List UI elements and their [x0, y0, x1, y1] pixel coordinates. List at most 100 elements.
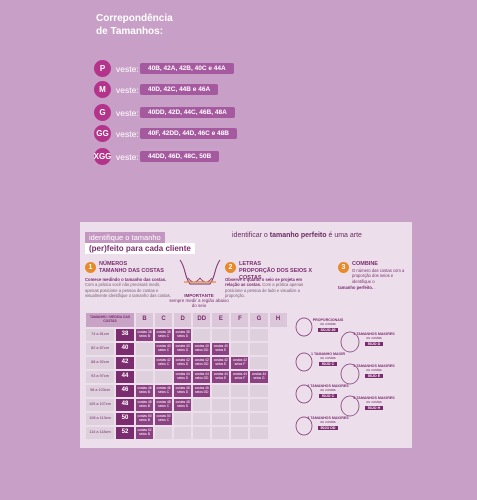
- diagram-pill: 50JO H: [364, 405, 384, 410]
- size-cell: costas 50 seios C: [154, 412, 174, 426]
- size-fits: 40F, 42DD, 44D, 46C e 48B: [140, 128, 237, 139]
- size-cell: costas 40 seios E: [211, 342, 231, 356]
- column-header: C: [154, 312, 174, 328]
- step-subtitle: TAMANHO DAS COSTAS: [99, 268, 164, 274]
- size-badge: G: [94, 104, 111, 121]
- diagram-label: 6 TAMANHOS MAIORES: [353, 396, 395, 400]
- row-band: 42: [115, 356, 135, 370]
- size-fits: 40DD, 42D, 44C, 46B, 48A: [140, 107, 235, 118]
- size-badge: GG: [94, 125, 111, 142]
- size-cell: costas 38 seios C: [154, 328, 174, 342]
- diagram-sub: ou costas: [320, 322, 336, 327]
- size-cell: [154, 370, 174, 384]
- diagram-sub: ou costas: [320, 420, 336, 425]
- size-label: veste:: [116, 85, 139, 95]
- step-subtitle: O número das costas com a proporção dos …: [352, 268, 405, 284]
- important-note: IMPORTANTE sempre medir a região abaixo d…: [168, 293, 230, 308]
- diagram-label: PROPORCIONAIS: [312, 318, 344, 322]
- column-header: D: [173, 312, 193, 328]
- step-text: Observe o quanto o seio se projeta em re…: [225, 277, 313, 298]
- step-number: 2: [225, 262, 236, 273]
- row-band: 52: [115, 426, 135, 440]
- size-cell: [192, 398, 212, 412]
- size-fits: 40B, 42A, 42B, 40C e 44A: [140, 63, 234, 74]
- size-cell: costas 48 seios B: [135, 398, 155, 412]
- column-header: B: [135, 312, 155, 328]
- diagram-item: 1 TAMANHO MAIOR ou costas 50JO C: [306, 352, 350, 366]
- size-cell: [249, 426, 269, 440]
- size-cell: costas 40 seios D: [173, 342, 193, 356]
- step-text-bold: tamanho perfeito.: [338, 285, 374, 290]
- size-cell: costas 46 seios B: [135, 384, 155, 398]
- size-cell: costas 52 seios B: [135, 426, 155, 440]
- size-cell: [192, 328, 212, 342]
- step-number: 3: [338, 262, 349, 273]
- step-text: tamanho perfeito. .: [338, 285, 408, 290]
- size-label: veste:: [116, 152, 139, 162]
- size-cell: costas 42 seios E: [211, 356, 231, 370]
- size-cell: [249, 412, 269, 426]
- step-text-bold: Observe o quanto o seio se projeta em re…: [225, 277, 303, 288]
- body-outline: [179, 259, 221, 285]
- size-label: veste:: [116, 64, 139, 74]
- size-cell: costas 38 seios B: [135, 328, 155, 342]
- heading: identifique o tamanho: [85, 232, 165, 243]
- size-cell: costas 44 seios G: [249, 370, 269, 384]
- tagline-text: é uma arte: [326, 232, 362, 239]
- size-cell: [173, 426, 193, 440]
- size-cell: costas 46 seios DD: [192, 384, 212, 398]
- size-cell: costas 44 seios E: [211, 370, 231, 384]
- row-band: 50: [115, 412, 135, 426]
- row-band: 48: [115, 398, 135, 412]
- size-cell: [135, 342, 155, 356]
- size-cell: costas 42 seios F: [230, 356, 250, 370]
- diagram-label: 1 TAMANHO MAIOR: [310, 352, 346, 356]
- size-cell: costas 44 seios D: [173, 370, 193, 384]
- figures: [295, 317, 360, 436]
- size-cell: costas 38 seios D: [173, 328, 193, 342]
- size-badge: XGG: [94, 148, 111, 165]
- diagram-item: PROPORCIONAIS ou costas SOJO 40: [306, 318, 350, 332]
- size-cell: [211, 398, 231, 412]
- row-band: 40: [115, 342, 135, 356]
- step-text: Com a prática apenas posicione a pessoa …: [225, 282, 304, 298]
- step-title: COMBINE: [352, 261, 378, 267]
- size-cell: [249, 342, 269, 356]
- size-cell: [154, 426, 174, 440]
- diagram-label: 2 TAMANHOS MAIORES: [307, 384, 349, 388]
- size-label: veste:: [116, 108, 139, 118]
- diagram-item: 6 TAMANHOS MAIORES ou costas 50JO H: [352, 396, 396, 410]
- row-measure: 93 a 97cm: [85, 370, 115, 384]
- important-text: sempre medir a região abaixo do seio: [169, 298, 229, 308]
- diagram-item: 5 TAMANHOS MAIORES ou costas 50JO E: [352, 364, 396, 378]
- diagram-pill: 50JO D: [364, 341, 384, 346]
- title: Correpondência de Tamanhos:: [96, 13, 173, 37]
- size-cell: costas 46 seios C: [154, 384, 174, 398]
- step-text: Comece medindo o tamanho das costas. Com…: [85, 277, 173, 298]
- diagram-pill: SOJO 40: [317, 327, 339, 332]
- diagram-pill: 50JO E: [364, 373, 384, 378]
- diagram-sub: ou costas: [366, 368, 382, 373]
- column-header: G: [249, 312, 269, 328]
- diagram-pill: 50JO DD: [317, 425, 339, 430]
- step-subtitle: PROPORÇÃO DOS SEIOS X COSTAS: [239, 268, 313, 281]
- row-measure: 82 a 87cm: [85, 342, 115, 356]
- row-measure: 74 a 81cm: [85, 328, 115, 342]
- size-fits: 44DD, 46D, 48C, 50B: [140, 151, 220, 162]
- size-cell: [249, 398, 269, 412]
- column-header: DD: [192, 312, 212, 328]
- tagline-text: identificar o: [232, 232, 270, 239]
- diagram-label: 5 TAMANHOS MAIORES: [353, 364, 395, 368]
- size-cell: costas 42 seios D: [173, 356, 193, 370]
- size-cell: costas 44 seios F: [230, 370, 250, 384]
- size-cell: [230, 398, 250, 412]
- tagline-bold: tamanho perfeito: [269, 232, 327, 239]
- row-band: 46: [115, 384, 135, 398]
- step-text: .: [374, 285, 376, 290]
- row-measure: 88 a 92cm: [85, 356, 115, 370]
- body-illustration: [179, 259, 221, 285]
- size-cell: costas 44 seios DD: [192, 370, 212, 384]
- size-cell: costas 40 seios DD: [192, 342, 212, 356]
- size-cell: [192, 426, 212, 440]
